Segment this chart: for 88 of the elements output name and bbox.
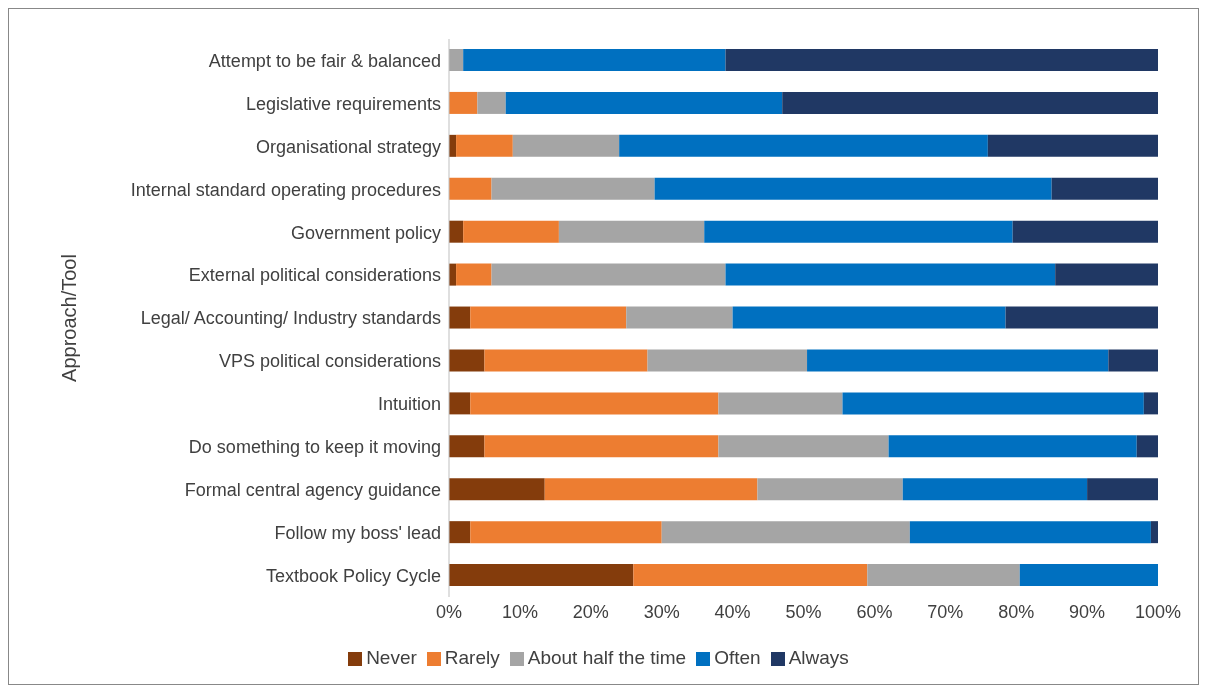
bar [456, 263, 492, 286]
legend-label: Always [788, 647, 849, 668]
y-tick-label: Legislative requirements [245, 93, 441, 114]
x-tick-label: 90% [1069, 601, 1106, 622]
bar [1051, 177, 1158, 200]
bar [449, 91, 478, 114]
bar [449, 220, 464, 243]
x-tick-label: 40% [714, 601, 751, 622]
x-tick-label: 100% [1134, 601, 1182, 622]
bar [449, 306, 471, 329]
bar [867, 564, 1020, 587]
x-tick-label: 0% [435, 601, 463, 622]
bar [505, 91, 783, 114]
bar [484, 435, 719, 458]
y-tick-label: Do something to keep it moving [188, 437, 441, 458]
bar [626, 306, 733, 329]
y-tick-label: VPS political considerations [218, 351, 441, 372]
bar [1019, 564, 1158, 587]
bar [704, 220, 1013, 243]
bar [491, 177, 655, 200]
legend-label: About half the time [527, 647, 687, 668]
bar [902, 478, 1088, 501]
bar [619, 134, 988, 157]
y-tick-label: Attempt to be fair & balanced [208, 50, 441, 71]
bar [449, 177, 492, 200]
bar [484, 349, 648, 372]
bar [449, 521, 471, 544]
bar [470, 306, 627, 329]
x-tick-label: 70% [927, 601, 964, 622]
bar [1012, 220, 1158, 243]
bar [1136, 435, 1158, 458]
y-tick-label: Legal/ Accounting/ Industry standards [140, 308, 441, 329]
bar [449, 349, 485, 372]
bar [718, 392, 843, 415]
bar [477, 91, 506, 114]
legend-label: Rarely [444, 647, 500, 668]
bar [512, 134, 620, 157]
bar [1143, 392, 1158, 415]
bar [558, 220, 705, 243]
bar [647, 349, 808, 372]
bar [491, 263, 726, 286]
bar [1005, 306, 1158, 329]
y-tick-label: Textbook Policy Cycle [265, 565, 441, 586]
bar [661, 521, 910, 544]
bar [449, 392, 471, 415]
bar [544, 478, 758, 501]
bar [732, 306, 1006, 329]
bar [463, 49, 726, 71]
bar [449, 564, 634, 587]
y-tick-label: Formal central agency guidance [184, 480, 441, 501]
bar [725, 263, 1056, 286]
x-tick-label: 60% [856, 601, 893, 622]
y-tick-label: Organisational strategy [255, 136, 441, 157]
bar [1087, 478, 1158, 501]
x-tick-label: 80% [998, 601, 1035, 622]
y-tick-label: Intuition [377, 394, 441, 415]
bar [633, 564, 868, 587]
bar [449, 435, 485, 458]
x-tick-label: 20% [572, 601, 609, 622]
bar [456, 134, 513, 157]
bar [909, 521, 1151, 544]
bar [782, 91, 1158, 114]
x-tick-label: 10% [501, 601, 538, 622]
x-tick-label: 50% [785, 601, 822, 622]
y-tick-label: External political considerations [188, 265, 441, 286]
bar [888, 435, 1137, 458]
bar [807, 349, 1109, 372]
y-tick-label: Government policy [290, 222, 441, 243]
bar [1150, 521, 1158, 544]
bar [987, 134, 1158, 157]
x-tick-label: 30% [643, 601, 680, 622]
bar [757, 478, 903, 501]
bar [718, 435, 889, 458]
bar [842, 392, 1144, 415]
bar [1108, 349, 1158, 372]
bar [449, 49, 464, 71]
legend-label: Never [366, 647, 417, 668]
bar [725, 49, 1158, 71]
bar [1055, 263, 1158, 286]
y-tick-label: Follow my boss' lead [274, 523, 441, 544]
bar [463, 220, 559, 243]
bar [470, 392, 719, 415]
bar [449, 478, 545, 501]
bar [654, 177, 1052, 200]
y-tick-label: Internal standard operating procedures [130, 179, 441, 200]
y-axis-title: Approach/Tool [58, 254, 81, 382]
legend-label: Often [714, 647, 761, 668]
bar [470, 521, 662, 544]
